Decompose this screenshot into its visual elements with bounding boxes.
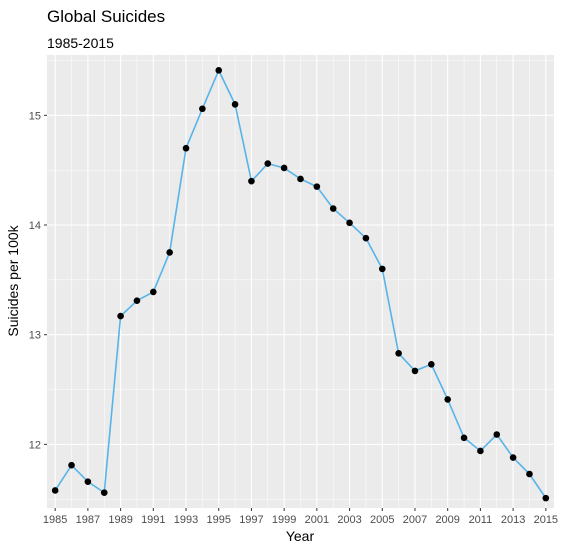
data-point: [280, 164, 288, 172]
y-axis-title: Suicides per 100k: [5, 224, 21, 336]
y-tick-label: 14: [29, 220, 41, 232]
data-point: [117, 312, 124, 320]
data-point: [395, 350, 402, 357]
x-tick-label: 2013: [501, 514, 525, 526]
x-tick-label: 2001: [305, 514, 329, 526]
data-point: [542, 494, 550, 502]
data-point: [329, 205, 337, 212]
y-tick-label: 15: [29, 110, 41, 122]
x-tick-label: 2009: [435, 514, 459, 526]
data-point: [509, 454, 517, 461]
data-point: [477, 447, 484, 455]
data-point: [166, 249, 173, 256]
axis-ticks: 12 13 14 15 1985 1987 1989 1991 1993 1995 1997 1999…: [29, 110, 558, 526]
data-point: [51, 487, 59, 494]
data-point: [68, 461, 75, 469]
data-point: [493, 431, 501, 438]
chart-subtitle: 1985-2015: [47, 35, 114, 51]
data-point: [297, 175, 304, 183]
gridlines: [47, 55, 554, 508]
x-tick-label: 1995: [206, 514, 230, 526]
chart-title: Global Suicides: [47, 7, 165, 26]
x-axis-title: Year: [286, 528, 315, 544]
y-tick-label: 12: [29, 439, 41, 451]
data-point: [378, 265, 386, 273]
x-tick-label: 1987: [76, 514, 100, 526]
data-point: [460, 434, 468, 442]
x-tick-label: 1993: [174, 514, 198, 526]
data-point: [100, 489, 108, 496]
data-point: [182, 144, 190, 152]
x-tick-label: 1989: [108, 514, 132, 526]
y-tick-label: 13: [29, 330, 41, 342]
data-points: [51, 67, 550, 502]
data-point: [248, 177, 255, 185]
x-tick-label: 1985: [43, 514, 67, 526]
data-point: [264, 160, 272, 167]
data-point: [84, 478, 92, 485]
x-tick-label: 2011: [469, 514, 493, 526]
data-point: [411, 367, 419, 375]
data-point: [444, 396, 451, 403]
data-point: [231, 101, 239, 108]
data-point: [150, 288, 157, 296]
data-point: [346, 219, 353, 227]
x-tick-label: 1991: [141, 514, 165, 526]
data-point: [215, 67, 223, 74]
x-tick-label: 1997: [239, 514, 263, 526]
data-point: [362, 234, 370, 242]
x-tick-label: 2007: [403, 514, 427, 526]
data-point: [526, 470, 533, 478]
x-tick-label: 2005: [370, 514, 394, 526]
x-tick-label: 2003: [337, 514, 361, 526]
data-point: [199, 105, 206, 113]
data-point: [313, 183, 321, 190]
x-tick-label: 2015: [534, 514, 558, 526]
data-point: [133, 297, 141, 304]
data-point: [428, 361, 435, 368]
x-tick-label: 1999: [272, 514, 296, 526]
